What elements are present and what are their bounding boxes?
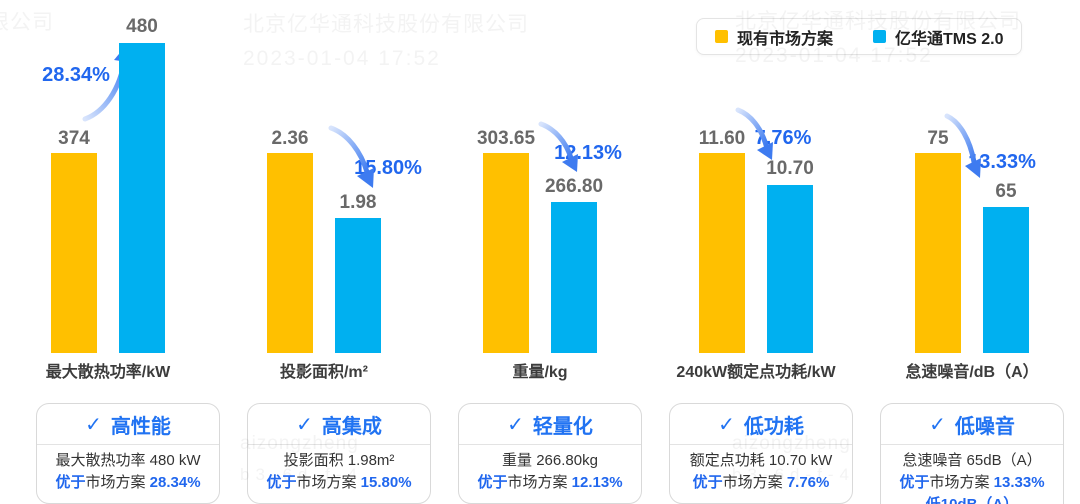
legend-label-tms: 亿华通TMS 2.0: [895, 30, 1004, 48]
bar-tms: [551, 202, 597, 353]
check-icon: ✓: [929, 414, 946, 436]
card-title: ✓ 高性能: [37, 404, 219, 445]
bar-value-market: 374: [58, 128, 90, 149]
chart-group-rated-power-consumption: 7.76% 11.60 10.70 240kW额定点功耗/kW: [648, 0, 864, 392]
feature-card-high-performance: ✓ 高性能 最大散热功率 480 kW 优于市场方案 28.34%: [36, 403, 220, 504]
bar-value-tms: 65: [995, 181, 1017, 202]
chart-group-idle-noise: 13.33% 75 65 怠速噪音/dB（A）: [864, 0, 1080, 392]
card-title-text: 高集成: [321, 416, 382, 438]
card-body: 重量 266.80kg 优于市场方案 12.13%: [459, 445, 641, 503]
card-benefit-line: 优于市场方案 12.13%: [477, 474, 623, 491]
axis-label: 怠速噪音/dB（A）: [905, 364, 1039, 381]
card-benefit-line: 优于市场方案 15.80%: [266, 474, 412, 491]
bar-tms: [983, 207, 1029, 353]
card-title-text: 轻量化: [532, 416, 593, 438]
feature-card-high-integration: ✓ 高集成 投影面积 1.98m² 优于市场方案 15.80%: [247, 403, 431, 504]
legend-swatch-tms: [873, 30, 887, 43]
down-arrow-icon: [328, 124, 382, 190]
card-benefit-line: 优于市场方案 7.76%: [692, 474, 830, 491]
percent-change-label: 28.34%: [42, 64, 110, 86]
down-arrow-icon: [538, 120, 584, 174]
bar-market: [915, 153, 961, 353]
legend-swatch-market: [715, 30, 728, 43]
card-spec-line: 怠速噪音 65dB（A）: [902, 452, 1042, 469]
card-benefit-line: 优于市场方案 28.34%: [55, 474, 201, 491]
card-spec-line: 重量 266.80kg: [502, 452, 598, 469]
bar-market: [483, 153, 529, 353]
down-arrow-icon: [735, 106, 779, 162]
card-body: 投影面积 1.98m² 优于市场方案 15.80%: [248, 445, 430, 503]
bar-value-market: 11.60: [698, 128, 746, 149]
card-extra-line: 低10dB（A）: [885, 494, 1059, 504]
bar-value-market: 2.36: [271, 128, 309, 149]
card-title: ✓ 高集成: [248, 404, 430, 445]
bar-market: [51, 153, 97, 353]
feature-card-low-power: ✓ 低功耗 额定点功耗 10.70 kW 优于市场方案 7.76%: [669, 403, 853, 504]
axis-label: 最大散热功率/kW: [45, 364, 171, 381]
chart-group-max-heat-power: 28.34% 374 480 最大散热功率/kW: [0, 0, 216, 392]
feature-card-lightweight: ✓ 轻量化 重量 266.80kg 优于市场方案 12.13%: [458, 403, 642, 504]
feature-cards-row: ✓ 高性能 最大散热功率 480 kW 优于市场方案 28.34% ✓ 高集成 …: [36, 403, 1064, 504]
card-benefit-line: 优于市场方案 13.33%: [899, 474, 1045, 491]
check-icon: ✓: [507, 414, 524, 436]
bar-tms: [335, 218, 381, 353]
bar-value-tms: 266.80: [544, 176, 604, 197]
bar-market: [699, 153, 745, 353]
bar-tms: [119, 43, 165, 353]
bar-tms: [767, 185, 813, 353]
card-body: 最大散热功率 480 kW 优于市场方案 28.34%: [37, 445, 219, 503]
bar-chart: 28.34% 374 480 最大散热功率/kW 15.80% 2.36: [0, 0, 1080, 392]
percent-change-label: 7.76%: [754, 127, 812, 149]
bar-market: [267, 153, 313, 353]
legend-label-market: 现有市场方案: [737, 30, 834, 48]
card-title: ✓ 轻量化: [459, 404, 641, 445]
bar-value-tms: 1.98: [339, 192, 377, 213]
bar-value-market: 75: [927, 128, 949, 149]
legend-item-market: 现有市场方案: [715, 25, 833, 49]
axis-label: 投影面积/m²: [279, 364, 368, 381]
check-icon: ✓: [85, 414, 102, 436]
percent-change-label: 13.33%: [968, 151, 1036, 173]
chart-group-projection-area: 15.80% 2.36 1.98 投影面积/m²: [216, 0, 432, 392]
card-title: ✓ 低功耗: [670, 404, 852, 445]
legend-item-tms: 亿华通TMS 2.0: [873, 25, 1003, 49]
legend: 现有市场方案 亿华通TMS 2.0: [696, 18, 1023, 55]
bar-value-tms: 480: [126, 16, 158, 37]
card-title-text: 高性能: [110, 416, 171, 438]
axis-label: 重量/kg: [512, 364, 568, 381]
check-icon: ✓: [718, 414, 735, 436]
check-icon: ✓: [296, 414, 313, 436]
card-title: ✓ 低噪音: [881, 404, 1063, 445]
chart-group-weight: 12.13% 303.65 266.80 重量/kg: [432, 0, 648, 392]
bar-value-market: 303.65: [476, 128, 536, 149]
bar-value-tms: 10.70: [766, 158, 814, 179]
down-arrow-icon: [944, 112, 986, 180]
card-title-text: 低噪音: [954, 416, 1015, 438]
card-title-text: 低功耗: [743, 416, 804, 438]
card-spec-line: 最大散热功率 480 kW: [55, 452, 201, 469]
card-body: 怠速噪音 65dB（A） 优于市场方案 13.33% 低10dB（A）: [881, 445, 1063, 504]
feature-card-low-noise: ✓ 低噪音 怠速噪音 65dB（A） 优于市场方案 13.33% 低10dB（A…: [880, 403, 1064, 504]
card-spec-line: 额定点功耗 10.70 kW: [689, 452, 833, 469]
axis-label: 240kW额定点功耗/kW: [676, 364, 836, 381]
card-body: 额定点功耗 10.70 kW 优于市场方案 7.76%: [670, 445, 852, 503]
card-spec-line: 投影面积 1.98m²: [283, 452, 395, 469]
